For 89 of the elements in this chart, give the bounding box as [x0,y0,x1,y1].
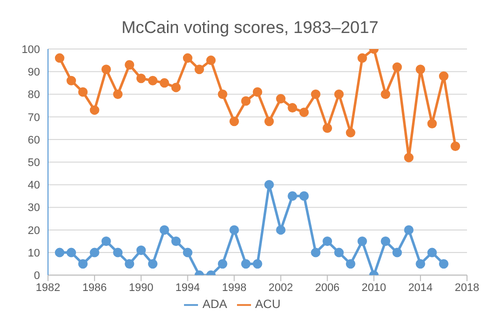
point [276,94,286,104]
y-tick-label: 10 [28,247,40,260]
point [218,259,228,269]
point [113,89,123,99]
point [346,259,356,269]
point [310,248,320,258]
point [416,64,426,74]
point [160,78,170,88]
point [206,56,216,66]
point [124,60,134,70]
point [392,248,402,258]
x-tick-label: 1982 [36,282,60,294]
point [438,71,448,81]
x-tick-label: 1990 [128,282,154,294]
point [148,259,158,269]
y-tick-label: 70 [28,112,40,124]
y-tick-label: 100 [22,44,40,56]
point [194,64,204,74]
x-tick-label: 1986 [82,282,107,294]
point [54,248,64,258]
point [218,89,228,99]
y-tick-label: 80 [28,89,40,102]
point [450,142,460,152]
point [78,259,88,269]
point [229,116,239,126]
x-tick-label: 2006 [315,282,340,294]
point [66,76,76,86]
point [334,89,344,99]
point [124,259,134,269]
y-tick-label: 50 [28,156,40,169]
point [380,89,390,99]
point [252,259,262,269]
point [416,259,426,269]
point [334,248,344,258]
point [182,248,192,258]
point [276,225,286,235]
point [182,53,192,63]
point [438,259,448,269]
point [101,236,111,246]
point [264,180,274,190]
point [427,118,437,128]
point [358,236,367,246]
point [322,123,332,133]
x-tick-label: 2010 [362,282,386,294]
point [392,62,402,72]
x-tick-label: 2002 [268,282,294,294]
y-tick-label: 90 [28,66,40,79]
point [171,236,181,246]
point [346,128,356,138]
chart-title: McCain voting scores, 1983–2017 [120,17,380,39]
point [241,96,251,106]
point [101,64,111,74]
x-tick-label: 1994 [175,282,200,294]
legend-label: ADA [202,297,228,312]
point [160,225,170,235]
x-tick-label: 2018 [454,282,480,294]
point [404,152,414,162]
y-tick-label: 20 [28,224,40,237]
point [252,87,262,97]
point [288,103,298,113]
point [136,74,146,84]
point [358,53,367,63]
legend-label: ACU [255,297,281,312]
point [427,248,437,258]
point [136,246,146,256]
y-tick-label: 60 [28,134,40,146]
point [78,87,88,97]
point [229,225,239,235]
point [380,236,390,246]
point [322,236,332,246]
point [54,53,64,63]
point [299,108,309,118]
point [113,248,123,258]
point [310,89,320,99]
point [404,225,414,235]
point [90,248,100,258]
point [299,191,309,201]
point [241,259,251,269]
point [90,105,100,115]
point [148,76,158,86]
x-tick-label: 1998 [222,282,246,294]
y-tick-label: 0 [34,270,40,282]
x-tick-label: 2014 [408,282,433,294]
point [66,248,76,258]
y-tick-label: 40 [28,180,40,192]
point [264,116,274,126]
point [288,191,298,201]
y-tick-label: 30 [28,202,40,214]
point [171,82,181,92]
